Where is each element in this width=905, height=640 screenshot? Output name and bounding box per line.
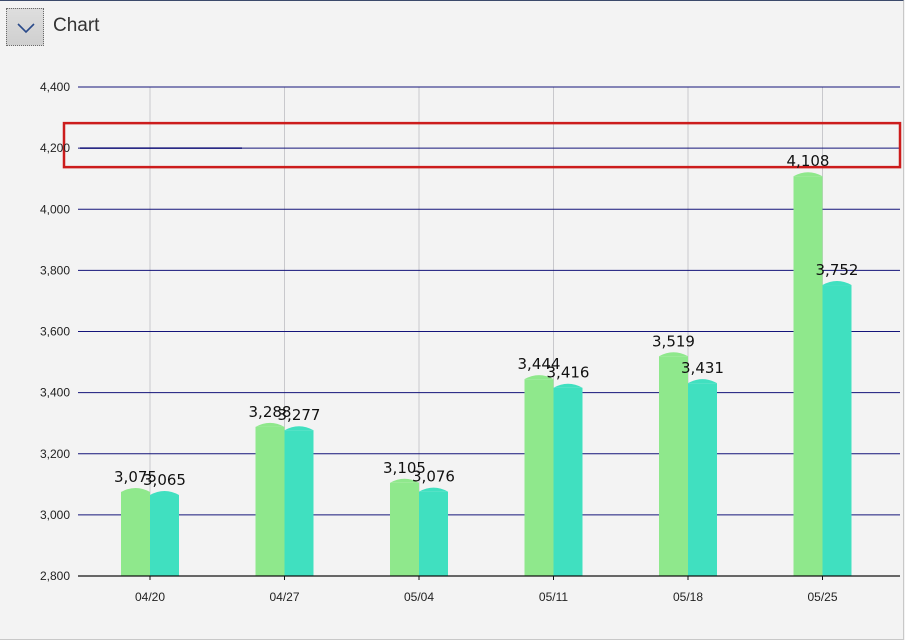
y-tick-label: 3,400 bbox=[40, 386, 70, 400]
data-label-series1: 3,288 bbox=[249, 403, 292, 421]
bar-series1 bbox=[793, 176, 823, 576]
y-tick-label: 3,600 bbox=[40, 325, 70, 339]
bar-series2 bbox=[419, 491, 448, 576]
y-tick-label: 2,800 bbox=[40, 569, 70, 583]
bar-series1 bbox=[659, 356, 688, 576]
bar-cap bbox=[553, 383, 583, 388]
data-label-series1: 3,519 bbox=[652, 332, 695, 350]
chart-header: Chart bbox=[0, 0, 905, 56]
y-tick-label: 4,400 bbox=[40, 80, 70, 94]
bar-cap bbox=[150, 491, 179, 496]
bar-cap bbox=[121, 487, 150, 492]
bar-series1 bbox=[255, 426, 285, 576]
bar-cap bbox=[688, 379, 717, 384]
x-tick-label: 04/27 bbox=[269, 590, 299, 604]
bar-series2 bbox=[688, 383, 717, 576]
y-tick-label: 3,200 bbox=[40, 447, 70, 461]
y-tick-label: 3,800 bbox=[40, 263, 70, 277]
data-label-series2: 3,076 bbox=[412, 468, 455, 486]
data-label-series2: 3,065 bbox=[143, 471, 186, 489]
x-tick-label: 05/25 bbox=[807, 590, 837, 604]
bar-series1 bbox=[524, 379, 554, 576]
x-tick-label: 04/20 bbox=[135, 590, 165, 604]
bar-cap bbox=[255, 422, 285, 427]
data-label-series2: 3,416 bbox=[547, 364, 590, 382]
y-tick-label: 4,200 bbox=[40, 141, 70, 155]
highlight-box bbox=[62, 121, 902, 169]
bar-series2 bbox=[150, 495, 179, 576]
x-tick-label: 05/04 bbox=[404, 590, 434, 604]
x-tick-label: 05/18 bbox=[673, 590, 703, 604]
bar-series2 bbox=[553, 387, 583, 576]
axes-layer: 2,800 3,000 3,200 3,400 3,600 3,800 4,000 4,200… bbox=[40, 80, 900, 604]
bar-cap bbox=[822, 281, 852, 286]
reference-layer bbox=[62, 121, 902, 169]
bars-layer bbox=[121, 172, 852, 576]
data-label-series2: 3,277 bbox=[278, 406, 321, 424]
data-label-series1: 3,444 bbox=[518, 355, 561, 373]
bar-series2 bbox=[284, 430, 314, 576]
data-labels-layer: 3,075 3,288 3,105 3,444 3,519 4,108 3,065 3,277… bbox=[114, 152, 858, 489]
data-label-series2: 3,752 bbox=[816, 261, 859, 279]
bar-cap bbox=[284, 426, 314, 431]
bar-cap bbox=[793, 172, 823, 177]
data-label-series1: 4,108 bbox=[787, 152, 830, 170]
bar-series1 bbox=[121, 491, 150, 576]
bar-series2 bbox=[822, 285, 852, 576]
bar-series1 bbox=[390, 482, 419, 576]
y-tick-label: 3,000 bbox=[40, 508, 70, 522]
y-tick-label: 4,000 bbox=[40, 202, 70, 216]
data-label-series1: 3,075 bbox=[114, 468, 157, 486]
bar-cap bbox=[524, 375, 554, 380]
data-label-series1: 3,105 bbox=[383, 459, 426, 477]
bar-cap bbox=[419, 487, 448, 492]
bar-cap bbox=[390, 478, 419, 483]
x-tick-label: 05/11 bbox=[539, 590, 568, 604]
data-label-series2: 3,431 bbox=[681, 359, 724, 377]
chevron-down-icon bbox=[17, 23, 35, 34]
grid-layer bbox=[78, 86, 900, 577]
bar-cap bbox=[659, 352, 688, 357]
panel-title: Chart bbox=[53, 15, 100, 36]
collapse-toggle-button[interactable] bbox=[6, 8, 44, 46]
